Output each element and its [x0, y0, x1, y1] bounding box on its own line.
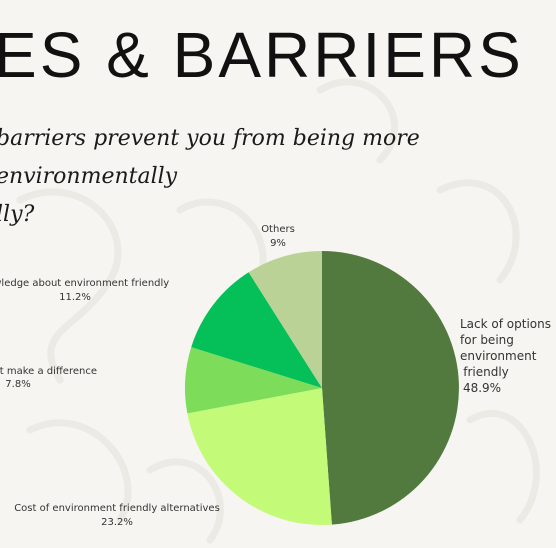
- survey-question-line: lly?: [0, 202, 35, 227]
- slice-label-nowledge-about-environment-friendly: nowledge about environment friendly 11.2%: [0, 278, 169, 303]
- page-title: ES & BARRIERS: [0, 19, 524, 91]
- survey-question-line: barriers prevent you from being more env…: [0, 126, 420, 189]
- slice-label-line: nowledge about environment friendly: [0, 278, 169, 289]
- pie-slice-actions-don-t-make-a-difference: [185, 347, 322, 414]
- slice-label-line: for being: [460, 333, 514, 347]
- slice-value-label: 23.2%: [101, 517, 133, 528]
- slice-label-actions-don-t-make-a-difference: actions don't make a difference 7.8%: [0, 366, 97, 390]
- slice-label-lack-of-options: Lack of options for being environment frien…: [460, 317, 551, 395]
- survey-question: barriers prevent you from being more env…: [0, 120, 556, 234]
- slice-label-line: Lack of options: [460, 317, 551, 331]
- slice-label-cost-of-environment-friendly-alternatives: Cost of environment friendly alternative…: [14, 503, 220, 528]
- slice-label-line: environment: [460, 349, 537, 363]
- slice-value-label: 48.9%: [463, 381, 501, 395]
- slice-label-line: Cost of environment friendly alternative…: [14, 503, 220, 514]
- slice-label-line: actions don't make a difference: [0, 366, 97, 377]
- slice-value-label: 11.2%: [59, 292, 91, 303]
- pie-slice-lack-of-options: [322, 251, 459, 525]
- pie-slice-others: [248, 251, 322, 388]
- pie-slice-nowledge-about-environment-friendly: [191, 272, 322, 388]
- slice-label-line: friendly: [463, 365, 509, 379]
- pie-slice-cost-of-environment-friendly-alternatives: [187, 388, 332, 525]
- slice-value-label: 7.8%: [5, 379, 30, 390]
- slice-label-line: Others: [261, 224, 295, 235]
- slice-label-others: Others 9%: [261, 224, 295, 249]
- slice-value-label: 9%: [270, 238, 286, 249]
